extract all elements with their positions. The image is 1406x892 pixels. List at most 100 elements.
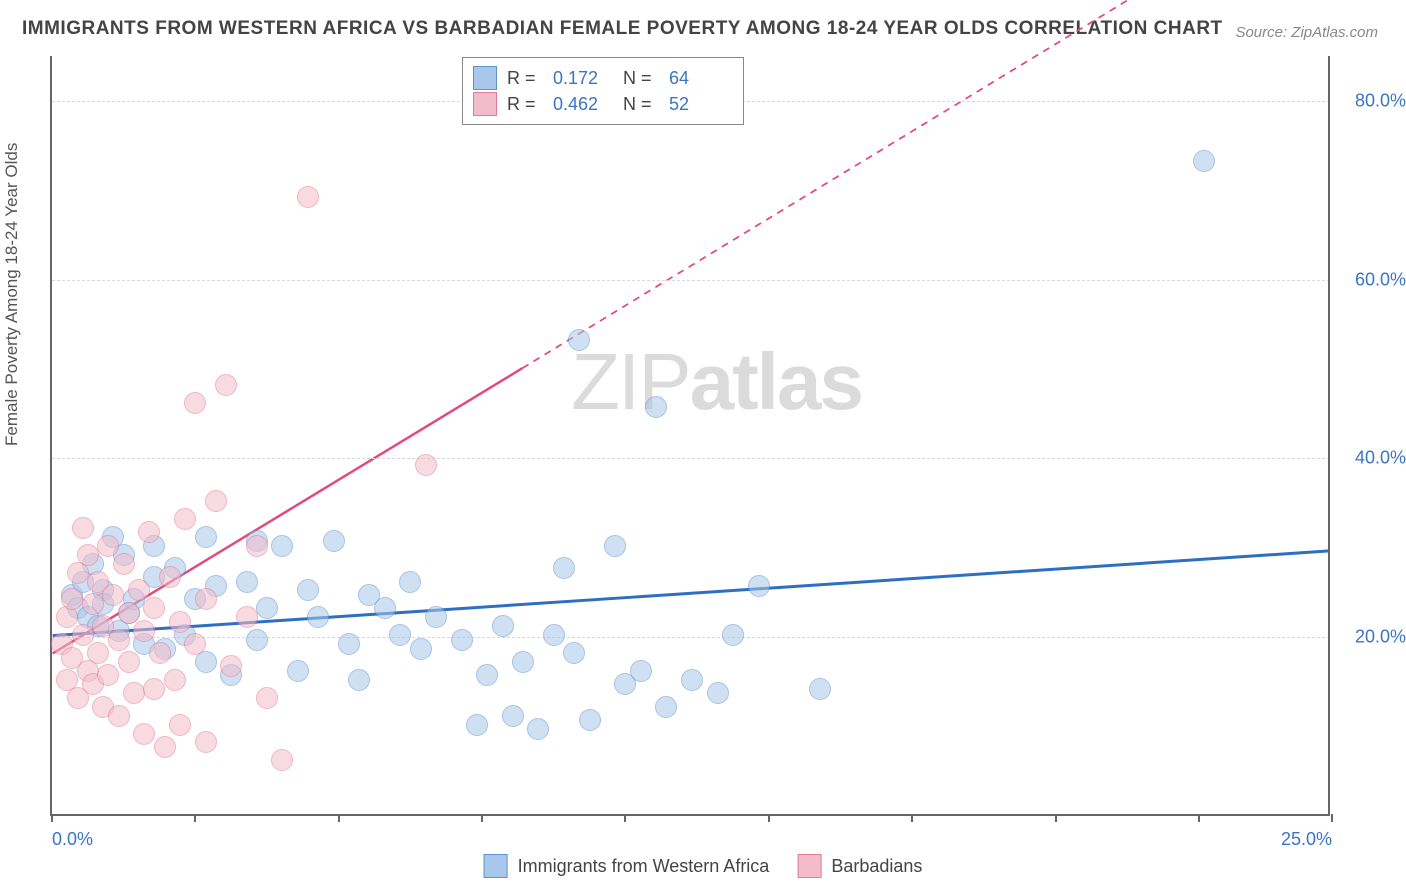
data-point [307, 606, 329, 628]
data-point [215, 374, 237, 396]
data-point [604, 535, 626, 557]
series-legend: Immigrants from Western Africa Barbadians [474, 854, 933, 878]
data-point [87, 642, 109, 664]
data-point [236, 571, 258, 593]
data-point [174, 508, 196, 530]
data-point [159, 566, 181, 588]
trend-lines [52, 56, 1330, 814]
gridline [52, 637, 1330, 638]
data-point [118, 602, 140, 624]
data-point [102, 584, 124, 606]
legend-item: Immigrants from Western Africa [484, 854, 770, 878]
x-tick-mark [51, 814, 53, 822]
data-point [97, 535, 119, 557]
x-tick-mark [338, 814, 340, 822]
data-point [681, 669, 703, 691]
data-point [97, 664, 119, 686]
data-point [512, 651, 534, 673]
data-point [133, 620, 155, 642]
data-point [389, 624, 411, 646]
legend-swatch [473, 66, 497, 90]
data-point [72, 624, 94, 646]
data-point [543, 624, 565, 646]
x-tick-mark [194, 814, 196, 822]
y-tick-label: 20.0% [1355, 627, 1406, 648]
y-axis-title: Female Poverty Among 18-24 Year Olds [2, 143, 22, 446]
data-point [410, 638, 432, 660]
x-tick-label: 0.0% [52, 829, 93, 850]
legend-r-value: 0.462 [553, 94, 613, 115]
data-point [809, 678, 831, 700]
data-point [374, 597, 396, 619]
gridline [52, 280, 1330, 281]
gridline [52, 458, 1330, 459]
legend-label: Barbadians [831, 856, 922, 877]
data-point [527, 718, 549, 740]
legend-swatch [797, 854, 821, 878]
data-point [143, 678, 165, 700]
data-point [220, 655, 242, 677]
data-point [287, 660, 309, 682]
data-point [246, 535, 268, 557]
y-tick-label: 40.0% [1355, 448, 1406, 469]
data-point [246, 629, 268, 651]
data-point [568, 329, 590, 351]
data-point [195, 731, 217, 753]
legend-n-value: 52 [669, 94, 729, 115]
legend-swatch [473, 92, 497, 116]
legend-n-label: N = [623, 94, 659, 115]
data-point [184, 392, 206, 414]
legend-item: Barbadians [797, 854, 922, 878]
data-point [195, 588, 217, 610]
x-tick-mark [624, 814, 626, 822]
data-point [143, 597, 165, 619]
data-point [415, 454, 437, 476]
watermark-suffix: atlas [690, 337, 862, 426]
legend-row: R =0.172N =64 [473, 66, 729, 90]
data-point [123, 682, 145, 704]
data-point [77, 544, 99, 566]
data-point [169, 611, 191, 633]
data-point [271, 749, 293, 771]
data-point [128, 579, 150, 601]
data-point [169, 714, 191, 736]
legend-n-value: 64 [669, 68, 729, 89]
data-point [645, 396, 667, 418]
data-point [108, 705, 130, 727]
legend-r-label: R = [507, 68, 543, 89]
data-point [476, 664, 498, 686]
data-point [563, 642, 585, 664]
data-point [502, 705, 524, 727]
data-point [323, 530, 345, 552]
correlation-legend: R =0.172N =64R =0.462N =52 [462, 57, 744, 125]
data-point [722, 624, 744, 646]
plot-area: ZIPatlas 20.0%40.0%60.0%80.0%0.0%25.0% [50, 56, 1330, 816]
x-tick-mark [1198, 814, 1200, 822]
data-point [271, 535, 293, 557]
x-tick-mark [1331, 814, 1333, 822]
data-point [256, 597, 278, 619]
data-point [108, 629, 130, 651]
legend-label: Immigrants from Western Africa [518, 856, 770, 877]
legend-r-value: 0.172 [553, 68, 613, 89]
y-tick-label: 60.0% [1355, 269, 1406, 290]
data-point [451, 629, 473, 651]
data-point [655, 696, 677, 718]
data-point [118, 651, 140, 673]
data-point [256, 687, 278, 709]
data-point [82, 593, 104, 615]
watermark-prefix: ZIP [571, 337, 689, 426]
data-point [399, 571, 421, 593]
data-point [61, 588, 83, 610]
data-point [1193, 150, 1215, 172]
data-point [425, 606, 447, 628]
data-point [348, 669, 370, 691]
data-point [748, 575, 770, 597]
data-point [297, 186, 319, 208]
data-point [338, 633, 360, 655]
data-point [630, 660, 652, 682]
data-point [133, 723, 155, 745]
legend-swatch [484, 854, 508, 878]
x-tick-mark [768, 814, 770, 822]
legend-row: R =0.462N =52 [473, 92, 729, 116]
